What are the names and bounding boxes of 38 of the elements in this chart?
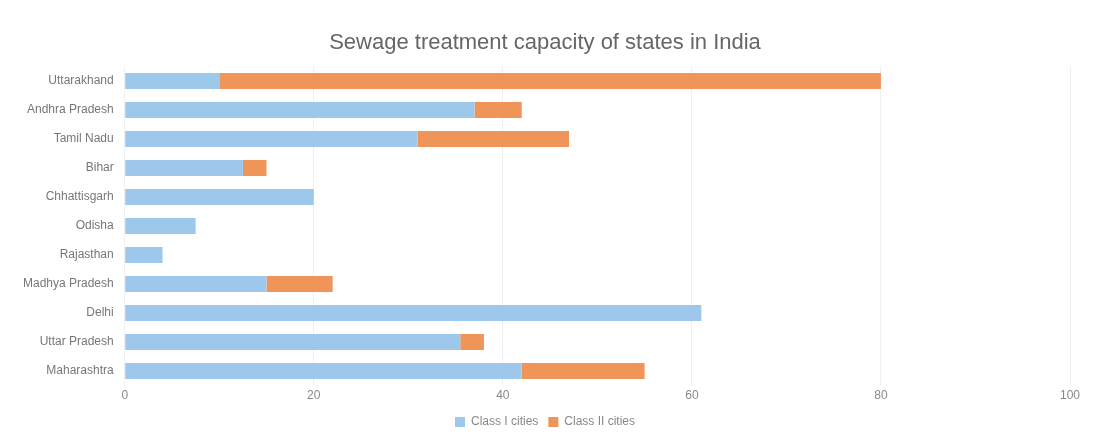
x-tick-label: 60 bbox=[685, 388, 699, 403]
bar bbox=[417, 130, 569, 147]
y-tick-label: Delhi bbox=[86, 305, 114, 320]
legend-label: Class I cities bbox=[470, 414, 539, 429]
y-tick-label: Rajasthan bbox=[59, 247, 114, 262]
bar bbox=[521, 363, 645, 380]
bar bbox=[242, 159, 267, 176]
y-tick-label: Uttarakhand bbox=[48, 73, 114, 88]
y-tick-label: Bihar bbox=[85, 160, 114, 175]
bar bbox=[125, 189, 314, 205]
bar bbox=[125, 72, 220, 89]
bar bbox=[266, 276, 333, 293]
x-tick-label: 100 bbox=[1059, 388, 1081, 403]
x-tick-label: 20 bbox=[307, 388, 321, 403]
bar bbox=[125, 305, 702, 322]
x-tick-label: 80 bbox=[874, 388, 888, 403]
bar bbox=[125, 334, 461, 351]
bar bbox=[474, 101, 522, 118]
bar bbox=[125, 130, 418, 147]
bar bbox=[460, 334, 484, 351]
bar bbox=[125, 101, 475, 118]
x-tick-label: 0 bbox=[121, 388, 129, 403]
y-tick-label: Madhya Pradesh bbox=[22, 276, 114, 291]
bar bbox=[125, 218, 196, 234]
y-tick-label: Odisha bbox=[75, 218, 115, 233]
legend-label: Class II cities bbox=[564, 414, 636, 429]
y-tick-label: Tamil Nadu bbox=[53, 131, 114, 146]
y-tick-label: Andhra Pradesh bbox=[26, 102, 114, 117]
y-tick-label: Maharashtra bbox=[46, 363, 115, 378]
bar bbox=[125, 159, 243, 176]
y-tick-label: Chhattisgarh bbox=[45, 189, 114, 204]
bar bbox=[125, 247, 163, 263]
bar bbox=[219, 72, 881, 89]
chart-title: Sewage treatment capacity of states in India bbox=[329, 29, 762, 55]
y-tick-label: Uttar Pradesh bbox=[39, 334, 114, 349]
bar bbox=[125, 363, 522, 380]
x-tick-label: 40 bbox=[496, 388, 510, 403]
bar bbox=[125, 276, 267, 293]
